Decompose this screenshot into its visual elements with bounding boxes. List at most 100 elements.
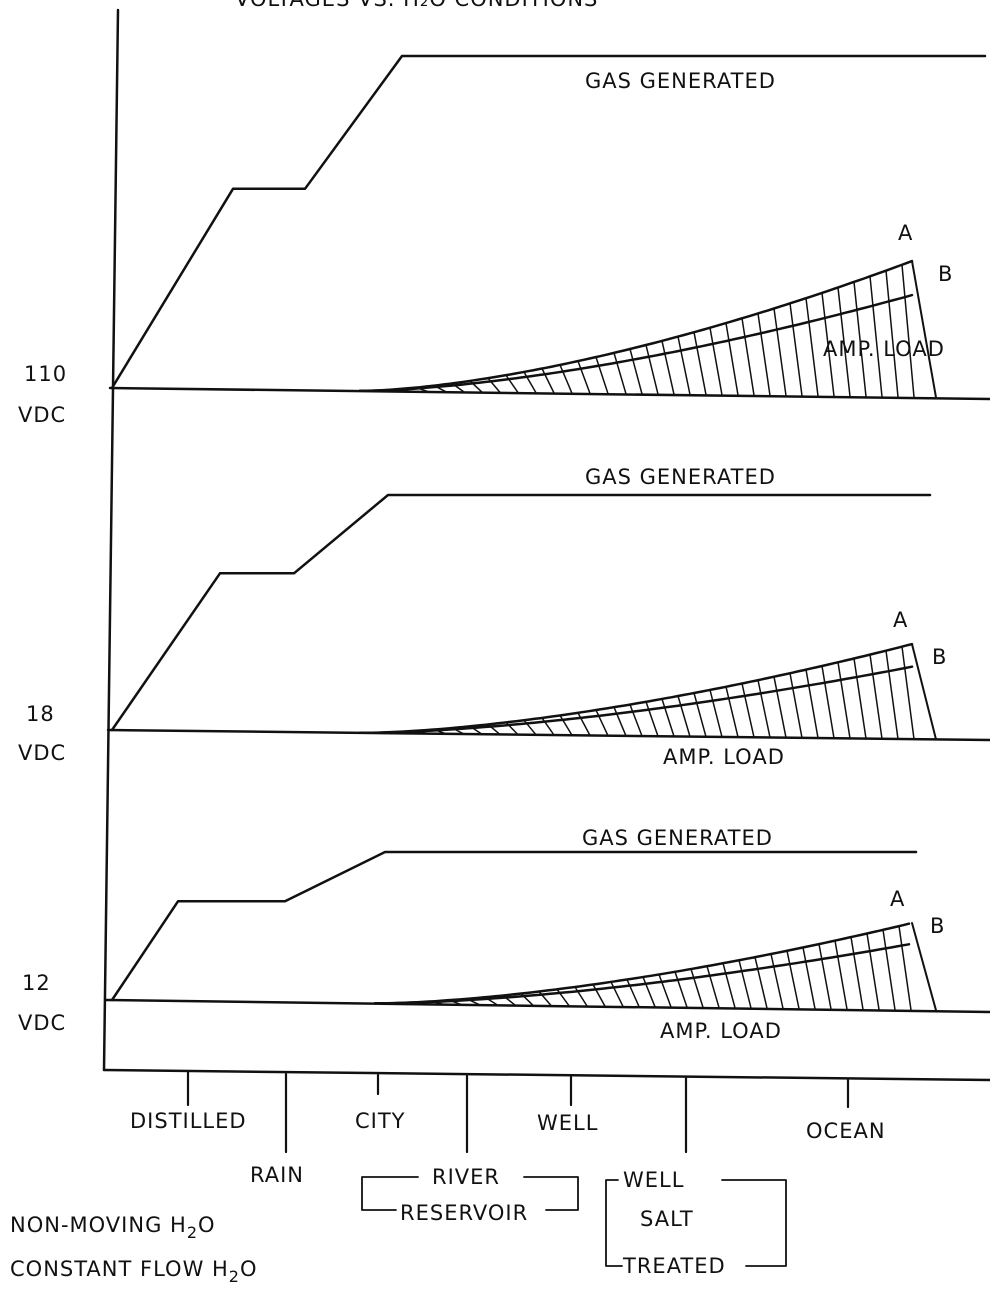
hatch-stroke bbox=[773, 675, 787, 739]
hatch-stroke bbox=[658, 973, 672, 1008]
hatch-stroke bbox=[520, 992, 534, 1007]
voltage-unit-110: VDC bbox=[18, 403, 66, 427]
hatch-stroke bbox=[853, 657, 867, 740]
x-label-well: WELL bbox=[537, 1111, 598, 1135]
hatch-stroke bbox=[738, 959, 752, 1009]
x-label-city: CITY bbox=[355, 1109, 406, 1133]
hatch-stroke bbox=[574, 986, 588, 1007]
hatch-stroke bbox=[645, 701, 659, 737]
hatch-stroke bbox=[709, 689, 723, 738]
hatch-stroke bbox=[789, 302, 803, 397]
voltage-label-18: 18 bbox=[26, 702, 55, 726]
well-salt-treated-bracket: WELL SALT TREATED bbox=[605, 1168, 787, 1278]
curve-b-label-110: B bbox=[938, 262, 953, 286]
hatch-stroke bbox=[577, 360, 591, 395]
bracket-salt-label: SALT bbox=[640, 1207, 694, 1231]
hatch-stroke bbox=[677, 695, 691, 738]
hatch-stroke bbox=[850, 936, 864, 1011]
hatch-stroke bbox=[469, 725, 483, 735]
hatch-stroke bbox=[626, 978, 640, 1008]
hatch-stroke bbox=[786, 950, 800, 1010]
hatch-stroke bbox=[577, 712, 591, 737]
hatch-stroke bbox=[541, 717, 555, 736]
x-label-ocean: OCEAN bbox=[806, 1119, 886, 1143]
hatch-end-stroke bbox=[911, 922, 937, 1012]
hatch-stroke bbox=[834, 939, 848, 1010]
panel-110-baseline bbox=[108, 386, 990, 401]
voltage-unit-18: VDC bbox=[18, 741, 66, 765]
bracket-river-label: RIVER bbox=[432, 1165, 500, 1189]
hatch-stroke bbox=[837, 286, 851, 398]
river-reservoir-bracket: RIVER RESERVOIR bbox=[361, 1165, 579, 1225]
hatch-stroke bbox=[869, 653, 883, 740]
hatch-stroke bbox=[754, 956, 768, 1009]
hatch-stroke bbox=[757, 679, 771, 739]
hatch-stroke bbox=[770, 953, 784, 1010]
hatch-stroke bbox=[379, 389, 393, 392]
gas-generated-line-18 bbox=[110, 493, 932, 732]
hatch-stroke bbox=[853, 281, 867, 398]
hatch-stroke bbox=[469, 380, 483, 393]
amp-load-curve-b-110 bbox=[358, 293, 914, 393]
voltage-unit-12: VDC bbox=[18, 1011, 66, 1035]
hatch-stroke bbox=[379, 731, 393, 734]
gas-generated-line-12 bbox=[110, 850, 918, 1002]
bracket-well-label: WELL bbox=[623, 1168, 684, 1192]
hatch-stroke bbox=[802, 946, 816, 1010]
hatch-stroke bbox=[837, 661, 851, 740]
hatch-stroke bbox=[741, 682, 755, 739]
hatch-stroke bbox=[505, 374, 519, 394]
hatch-stroke bbox=[448, 999, 462, 1006]
chart-title: VOLTAGES VS. H₂O CONDITIONS bbox=[235, 0, 598, 11]
amp-load-curve-b-18 bbox=[358, 665, 914, 735]
curve-a-label-110: A bbox=[898, 221, 913, 245]
hatch-stroke bbox=[757, 312, 771, 397]
legend-constant-flow: CONSTANT FLOW H2O bbox=[10, 1257, 258, 1286]
hatch-stroke bbox=[722, 962, 736, 1009]
hatch-stroke bbox=[523, 371, 537, 394]
gas-generated-line-110 bbox=[110, 54, 987, 390]
gas-generated-label-18: GAS GENERATED bbox=[585, 465, 776, 489]
hatch-stroke bbox=[433, 728, 447, 735]
hatch-stroke bbox=[487, 377, 501, 394]
hatch-stroke bbox=[538, 990, 552, 1007]
hatch-stroke bbox=[709, 326, 723, 396]
hatch-stroke bbox=[397, 388, 411, 393]
legend-non-moving: NON-MOVING H2O bbox=[10, 1213, 216, 1242]
hatch-stroke bbox=[610, 981, 624, 1008]
amp-load-label-110: AMP. LOAD bbox=[823, 337, 945, 361]
hatch-stroke bbox=[885, 649, 899, 740]
hatch-stroke bbox=[690, 968, 704, 1009]
x-axis-line bbox=[102, 1068, 990, 1082]
bracket-reservoir-label: RESERVOIR bbox=[400, 1201, 528, 1225]
hatch-stroke bbox=[466, 998, 480, 1006]
amp-load-label-18: AMP. LOAD bbox=[663, 745, 785, 769]
hatch-stroke bbox=[430, 1000, 444, 1005]
curve-a-label-18: A bbox=[893, 608, 908, 632]
hatch-stroke bbox=[487, 723, 501, 736]
hatch-stroke bbox=[613, 352, 627, 395]
hatch-stroke bbox=[901, 264, 915, 398]
hatch-stroke bbox=[559, 364, 573, 395]
amp-load-curve-a-12 bbox=[373, 922, 911, 1005]
hatch-stroke bbox=[415, 729, 429, 735]
x-label-distilled: DISTILLED bbox=[130, 1109, 247, 1133]
hatch-end-stroke bbox=[911, 643, 937, 741]
hatch-stroke bbox=[397, 731, 411, 735]
hatch-stroke bbox=[613, 706, 627, 737]
hatch-stroke bbox=[415, 386, 429, 393]
hatch-stroke bbox=[725, 322, 739, 396]
hatch-stroke bbox=[901, 645, 915, 740]
hatch-stroke bbox=[821, 292, 835, 397]
curve-b-label-12: B bbox=[930, 914, 945, 938]
curve-a-label-12: A bbox=[890, 887, 905, 911]
hatch-stroke bbox=[451, 727, 465, 735]
hatch-stroke bbox=[523, 719, 537, 736]
amp-load-hatching-12 bbox=[394, 922, 937, 1012]
hatch-stroke bbox=[706, 965, 720, 1009]
y-axis-line bbox=[102, 8, 120, 1072]
hatch-stroke bbox=[433, 384, 447, 393]
hatch-stroke bbox=[451, 382, 465, 393]
